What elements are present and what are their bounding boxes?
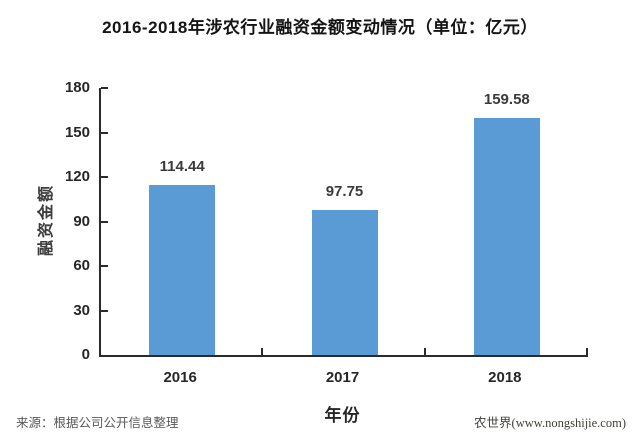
y-tick-mark (101, 87, 108, 89)
y-tick-mark (101, 131, 108, 134)
y-tick-label: 120 (64, 168, 90, 185)
plot-area: 114.44 97.75 159.58 (99, 87, 588, 357)
x-tick-label: 2017 (325, 369, 360, 386)
x-tick-mark (423, 348, 426, 355)
y-tick-label: 180 (64, 79, 90, 96)
x-tick-label: 2016 (163, 369, 197, 386)
bar-value-label: 97.75 (325, 183, 364, 201)
y-tick-label: 0 (81, 346, 90, 363)
bar-value-label: 159.58 (483, 91, 530, 109)
y-tick-label: 60 (73, 257, 90, 274)
y-tick-mark (101, 309, 108, 312)
x-tick-mark (586, 348, 588, 355)
x-tick-mark (261, 348, 264, 355)
watermark-text: 农世界(www.nongshijie.com) (474, 416, 626, 430)
y-tick-mark (101, 176, 108, 178)
source-note: 来源：根据公司公开信息整理 (16, 416, 179, 430)
bar-2018 (473, 118, 540, 355)
bar-2017 (311, 210, 378, 355)
y-tick-mark (101, 220, 108, 223)
y-tick-label: 30 (73, 301, 90, 319)
x-axis-title: 年份 (324, 406, 361, 425)
bar-value-label: 114.44 (159, 158, 205, 176)
y-tick-label: 150 (64, 123, 90, 141)
x-tick-label: 2018 (488, 369, 522, 386)
y-tick-mark (101, 265, 108, 267)
y-tick-label: 90 (73, 212, 90, 230)
chart-title: 2016-2018年涉农行业融资金额变动情况（单位：亿元） (102, 18, 538, 37)
bar-2016 (149, 185, 216, 355)
